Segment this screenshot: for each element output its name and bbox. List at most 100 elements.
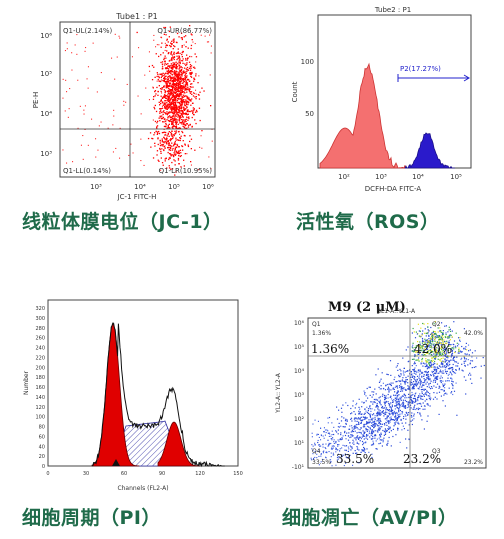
av-event-dot [421, 341, 424, 343]
av-event-dot [401, 429, 403, 431]
av-event-dot [415, 365, 417, 367]
av-event-dot [464, 353, 466, 355]
av-event-dot [410, 384, 412, 386]
jc1-event-dot [180, 155, 182, 157]
pi-xtick: 90 [159, 471, 165, 477]
av-event-dot [373, 401, 375, 403]
av-event-dot [452, 387, 454, 389]
av-event-dot [420, 395, 422, 397]
av-event-dot [394, 416, 396, 418]
jc1-event-dot [186, 54, 188, 56]
jc1-event-dot [169, 120, 171, 122]
av-event-dot [373, 424, 375, 426]
av-event-dot [341, 447, 343, 449]
av-event-dot [375, 406, 377, 408]
jc1-event-dot [179, 61, 181, 63]
av-event-dot [451, 383, 453, 385]
jc1-event-dot [188, 124, 190, 126]
jc1-event-dot [188, 78, 190, 81]
jc1-event-dot [163, 85, 165, 88]
jc1-event-dot [132, 152, 134, 154]
av-event-dot [431, 347, 433, 349]
av-event-dot [436, 343, 438, 345]
jc1-event-dot [179, 90, 181, 92]
av-event-dot [363, 413, 365, 415]
av-event-dot [444, 340, 446, 343]
av-event-dot [434, 352, 436, 354]
jc1-event-dot [177, 89, 179, 91]
jc1-event-dot [185, 41, 187, 43]
jc1-event-dot [179, 90, 182, 92]
jc1-event-dot [180, 80, 182, 82]
av-event-dot [410, 407, 412, 409]
av-event-dot [421, 357, 424, 360]
av-event-dot [358, 421, 360, 423]
av-event-dot [339, 450, 341, 452]
jc1-event-dot [160, 54, 162, 56]
av-event-dot [366, 422, 368, 424]
av-event-dot [398, 409, 400, 411]
av-event-dot [429, 399, 431, 401]
jc1-event-dot [170, 52, 172, 55]
jc1-event-dot [181, 110, 183, 112]
av-event-dot [360, 416, 362, 418]
av-event-dot [436, 342, 438, 344]
av-event-dot [311, 448, 313, 450]
jc1-event-dot [186, 62, 188, 64]
av-event-dot [413, 363, 415, 365]
jc1-event-dot [175, 122, 177, 125]
jc1-event-dot [173, 154, 175, 156]
jc1-event-dot [159, 112, 161, 114]
jc1-event-dot [195, 56, 198, 58]
av-event-dot [381, 406, 383, 409]
av-event-dot [440, 337, 442, 339]
av-event-dot [438, 341, 441, 343]
jc1-event-dot [156, 122, 158, 124]
av-event-dot [414, 394, 416, 397]
jc1-event-dot [172, 79, 174, 82]
jc1-event-dot [166, 102, 168, 104]
av-event-dot [419, 345, 421, 348]
pi-ytick: 60 [39, 434, 45, 440]
av-event-dot [405, 438, 407, 440]
jc1-event-dot [143, 164, 145, 166]
av-event-dot [415, 346, 417, 349]
av-event-dot [320, 453, 322, 455]
av-event-dot [375, 440, 377, 442]
av-event-dot [385, 411, 387, 413]
av-event-dot [400, 419, 402, 421]
jc1-event-dot [168, 106, 170, 108]
av-event-dot [426, 391, 428, 393]
jc1-event-dot [66, 91, 68, 93]
jc1-event-dot [186, 110, 188, 113]
av-event-dot [385, 395, 387, 397]
av-event-dot [394, 405, 396, 407]
av-event-dot [465, 360, 467, 362]
jc1-event-dot [172, 77, 175, 79]
av-event-dot [440, 338, 442, 341]
av-event-dot [372, 401, 374, 403]
av-event-dot [438, 391, 441, 393]
av-event-dot [456, 356, 458, 358]
av-event-dot [425, 343, 427, 345]
av-event-dot [436, 378, 439, 380]
av-event-dot [440, 330, 442, 332]
jc1-event-dot [167, 127, 169, 129]
jc1-event-dot [174, 106, 176, 108]
jc1-event-dot [189, 64, 192, 66]
av-event-dot [378, 397, 380, 399]
av-event-dot [320, 434, 322, 436]
jc1-event-dot [91, 118, 93, 120]
av-event-dot [422, 330, 424, 332]
av-event-dot [434, 354, 436, 356]
av-event-dot [434, 351, 436, 353]
av-event-dot [437, 375, 439, 377]
av-event-dot [391, 412, 393, 415]
jc1-event-dot [185, 76, 188, 79]
av-event-dot [434, 331, 436, 333]
jc1-event-dot [165, 57, 167, 59]
av-event-dot [403, 374, 405, 376]
jc1-event-dot [169, 75, 171, 77]
jc1-event-dot [173, 119, 175, 121]
av-event-dot [421, 391, 423, 393]
